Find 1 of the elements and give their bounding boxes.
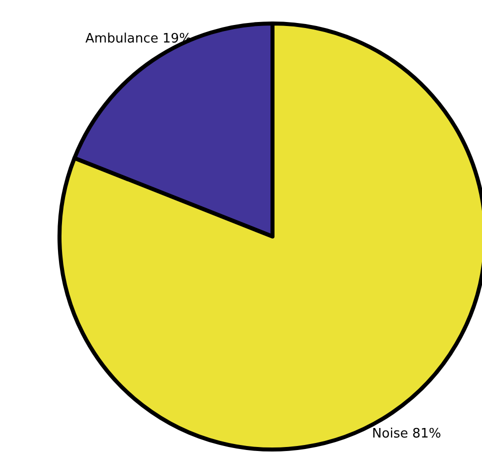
- slice-label: Noise 81%: [372, 426, 442, 442]
